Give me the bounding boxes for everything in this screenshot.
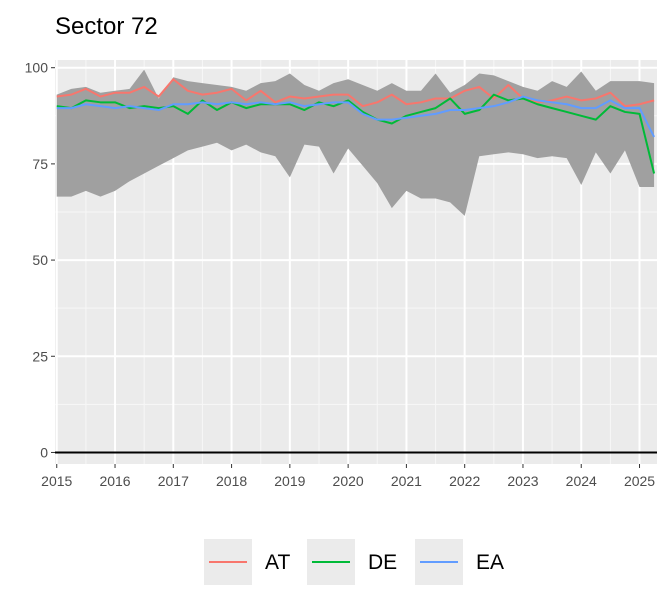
x-tick-label: 2015 [41,473,72,489]
range-band [56,69,655,216]
chart-title: Sector 72 [55,13,158,40]
y-tick-label: 0 [40,444,48,460]
legend-label-ea: EA [476,551,504,574]
x-tick-label: 2017 [158,473,189,489]
x-tick-label: 2016 [99,473,130,489]
x-tick-label: 2019 [274,473,305,489]
y-axis: 0 25 50 75 100 [25,60,55,460]
x-axis: 2015 2016 2017 2018 2019 2020 2021 2022 2023 2024… [41,464,655,489]
series-line-at [56,78,655,108]
series-line-de [56,93,656,174]
x-tick-label: 2020 [333,473,364,489]
legend-label-at: AT [265,551,290,574]
y-tick-label: 75 [32,156,48,172]
y-tick-label: 50 [32,252,48,268]
y-tick-label: 100 [25,60,49,76]
x-tick-label: 2025 [624,473,655,489]
y-tick-label: 25 [32,348,48,364]
legend-label-de: DE [368,551,397,574]
range-band-area [56,69,655,216]
x-tick-label: 2021 [391,473,422,489]
x-tick-label: 2022 [449,473,480,489]
series-lines [56,78,656,174]
legend: AT DE EA [204,539,504,585]
x-tick-label: 2023 [507,473,538,489]
x-tick-label: 2018 [216,473,247,489]
x-tick-label: 2024 [566,473,597,489]
series-line-ea [56,95,655,138]
